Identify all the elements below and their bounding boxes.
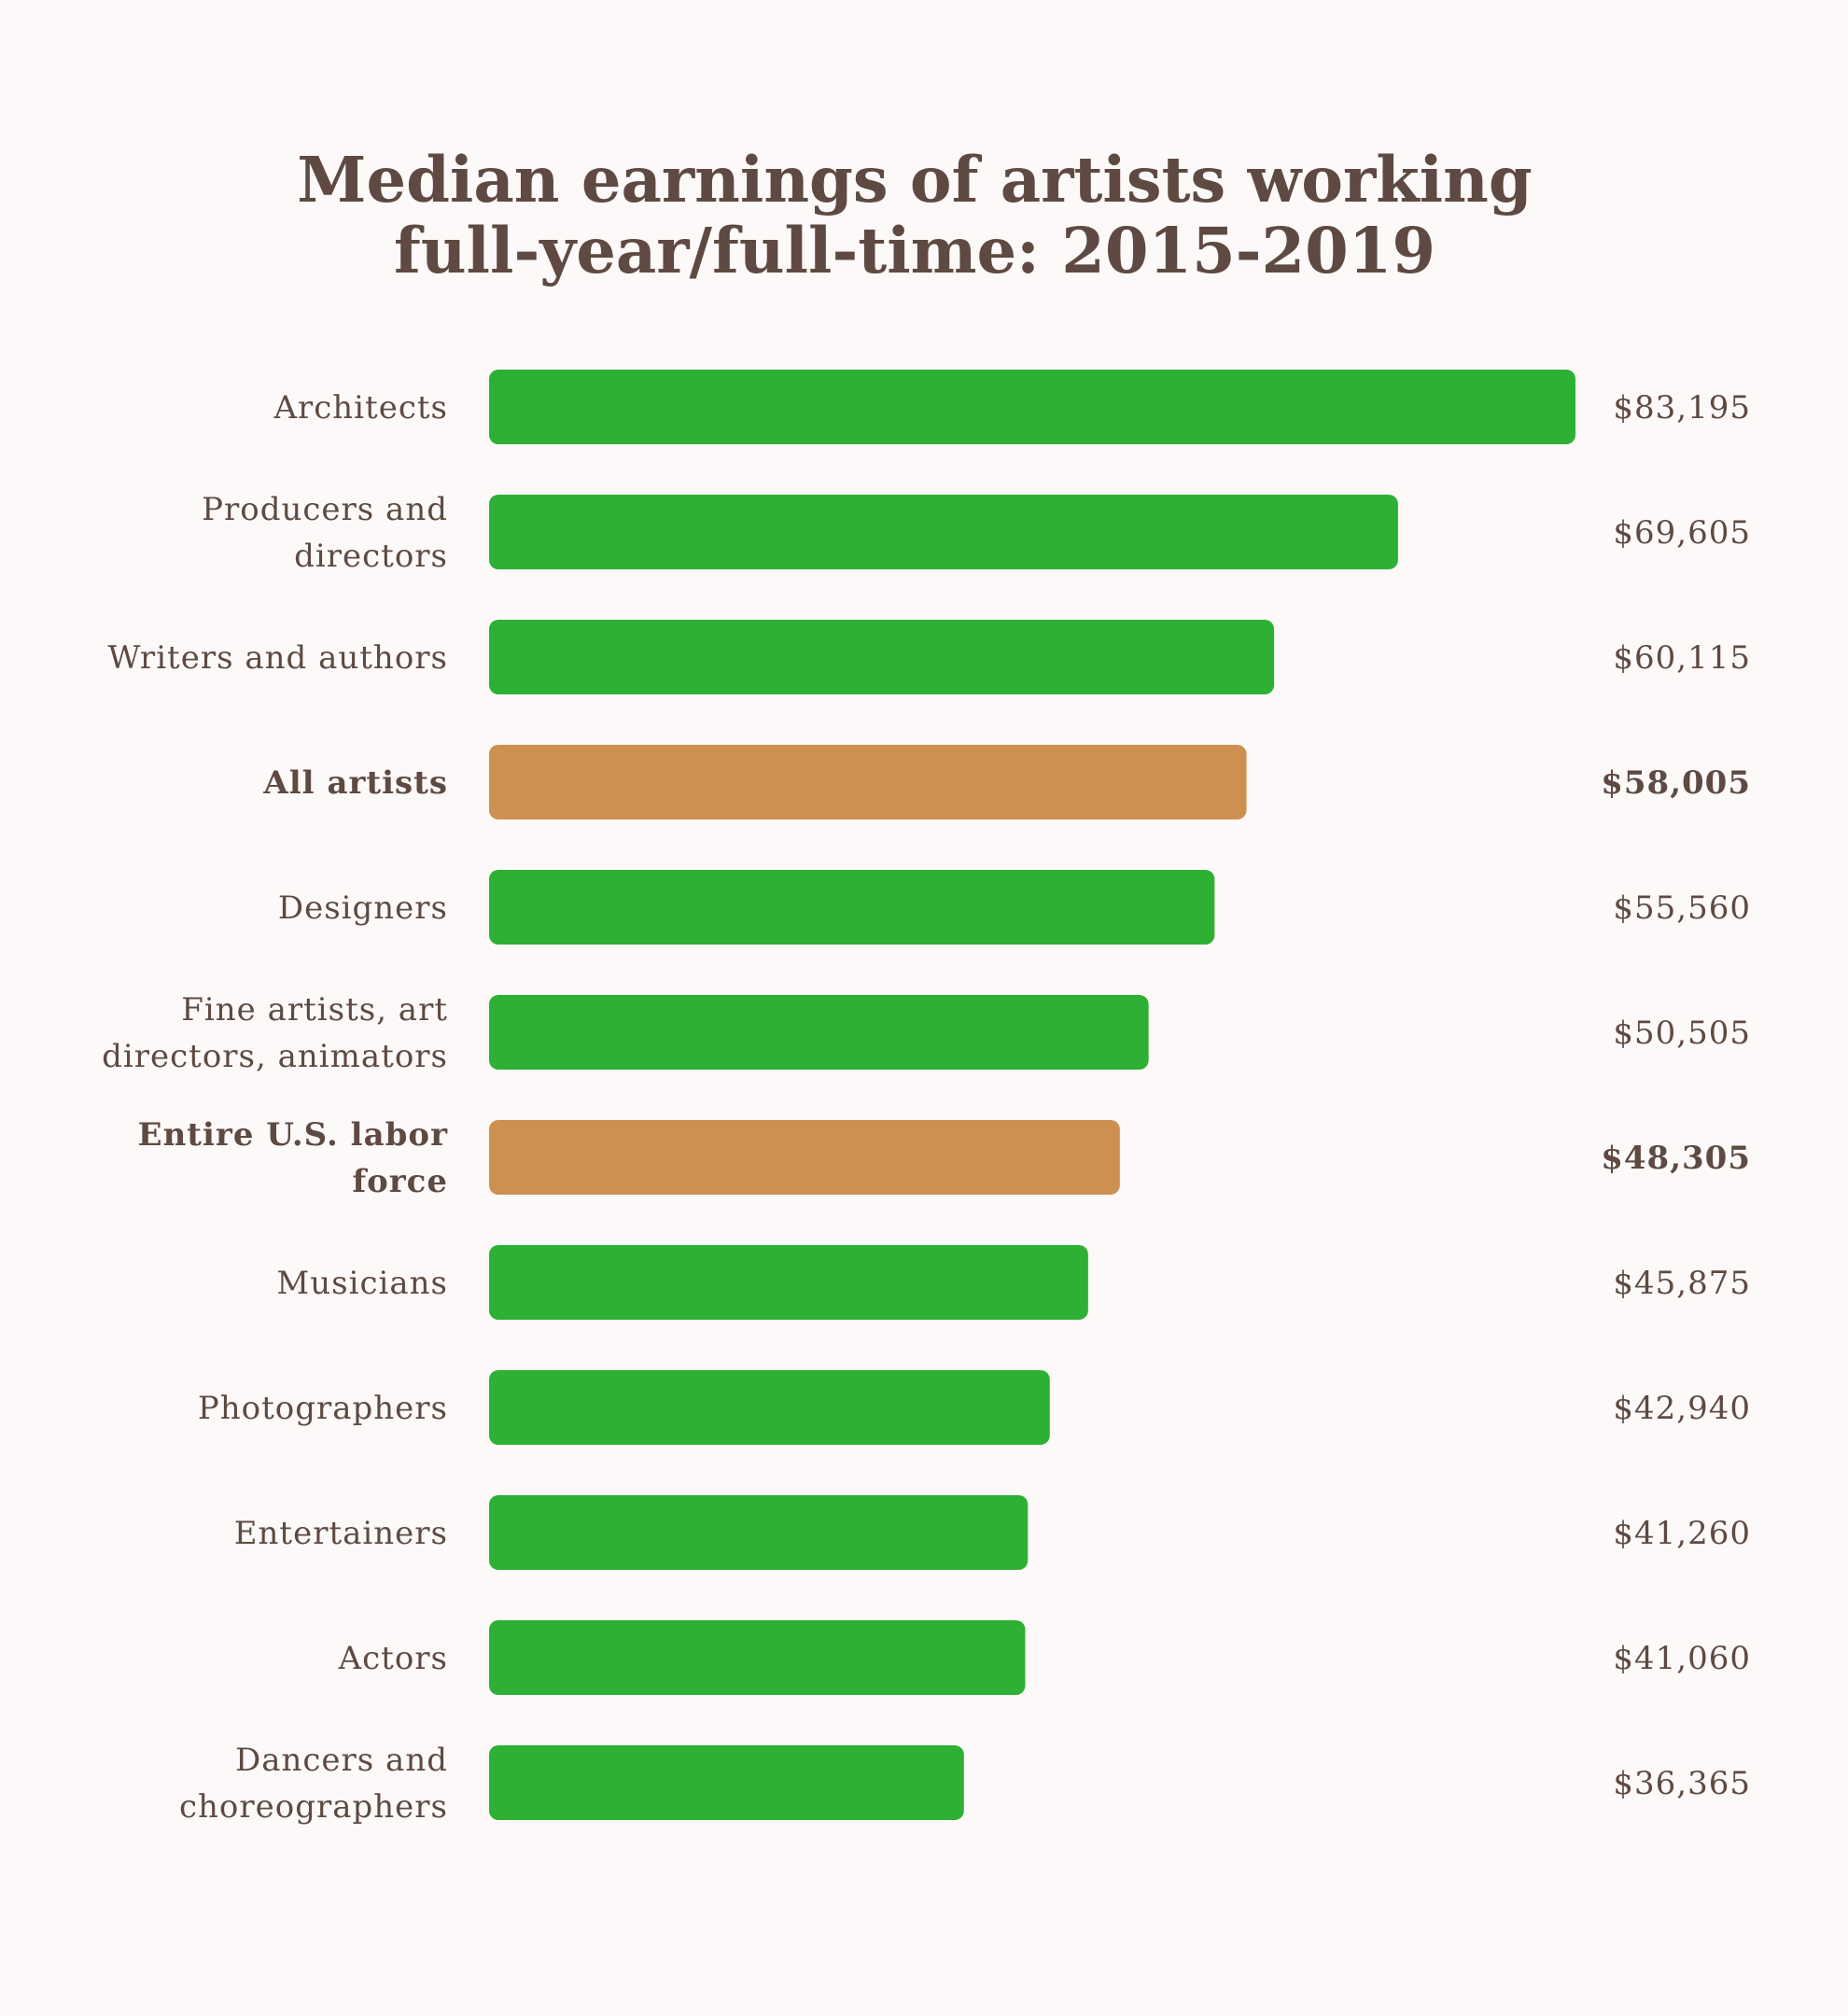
value-label-1: $69,605	[1613, 514, 1751, 552]
value-label-11: $36,365	[1613, 1765, 1751, 1802]
value-label-0: $83,195	[1613, 389, 1751, 427]
bar-8	[489, 1370, 1050, 1445]
category-label-9: Entertainers	[234, 1515, 448, 1552]
category-label-2: Writers and authors	[108, 639, 448, 677]
bar-11	[489, 1745, 964, 1820]
category-label-6: Entire U.S. labor force	[138, 1116, 448, 1200]
value-label-4: $55,560	[1613, 889, 1751, 927]
bar-3	[489, 745, 1247, 819]
category-label-3: All artists	[262, 764, 448, 802]
bar-6	[489, 1120, 1120, 1195]
bar-4	[489, 870, 1215, 945]
value-label-5: $50,505	[1613, 1015, 1751, 1052]
value-label-8: $42,940	[1613, 1390, 1751, 1427]
bar-0	[489, 370, 1575, 444]
chart-title: Median earnings of artists working full-…	[297, 143, 1533, 287]
bar-7	[489, 1245, 1088, 1320]
value-label-3: $58,005	[1601, 764, 1751, 802]
value-label-9: $41,260	[1613, 1515, 1751, 1552]
category-label-11: Dancers and choreographers	[179, 1742, 448, 1826]
bar-10	[489, 1620, 1026, 1695]
bar-1	[489, 495, 1398, 569]
value-label-2: $60,115	[1613, 639, 1751, 677]
category-label-10: Actors	[338, 1640, 448, 1677]
category-label-0: Architects	[273, 389, 448, 427]
value-label-10: $41,060	[1613, 1640, 1751, 1677]
category-label-4: Designers	[278, 889, 448, 927]
bar-2	[489, 620, 1275, 694]
category-label-8: Photographers	[198, 1390, 448, 1427]
category-label-7: Musicians	[276, 1265, 448, 1302]
bar-5	[489, 995, 1149, 1070]
bar-9	[489, 1495, 1029, 1570]
value-label-6: $48,305	[1601, 1140, 1751, 1177]
value-label-7: $45,875	[1613, 1265, 1751, 1302]
category-label-5: Fine artists, art directors, animators	[102, 991, 448, 1075]
category-label-1: Producers and directors	[202, 491, 448, 575]
